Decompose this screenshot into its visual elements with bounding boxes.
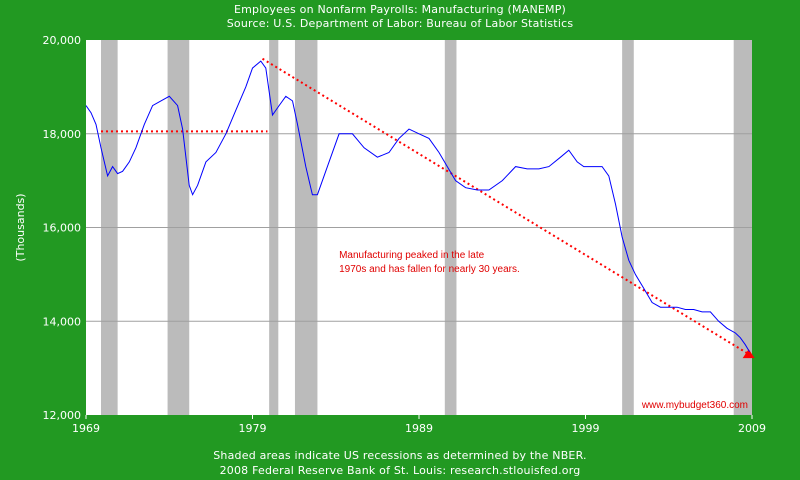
- x-tick-label: 1979: [239, 422, 267, 435]
- watermark: www.mybudget360.com: [641, 400, 748, 411]
- y-tick-label: 14,000: [43, 315, 82, 328]
- chart-title: Employees on Nonfarm Payrolls: Manufactu…: [233, 3, 567, 16]
- trend-lines: [100, 57, 755, 359]
- footer-source: 2008 Federal Reserve Bank of St. Louis: …: [219, 464, 581, 477]
- x-tick-label: 1989: [405, 422, 433, 435]
- x-tick-label: 1969: [72, 422, 100, 435]
- y-axis: 12,000 14,000 16,000 18,000 20,000: [43, 34, 82, 422]
- y-axis-label: (Thousands): [14, 193, 27, 261]
- series-group: [85, 60, 750, 352]
- footer-note: Shaded areas indicate US recessions as d…: [213, 449, 587, 462]
- series-line-manemp: [85, 60, 750, 352]
- arrowhead: [742, 349, 755, 359]
- annotation-text: Manufacturing peaked in the late 1970s a…: [339, 250, 520, 275]
- y-tick-label: 12,000: [43, 409, 82, 422]
- chart-subtitle: Source: U.S. Department of Labor: Bureau…: [226, 17, 574, 30]
- x-tick-label: 2009: [738, 422, 766, 435]
- y-tick-label: 18,000: [43, 128, 82, 141]
- y-tick-label: 20,000: [43, 34, 82, 47]
- x-axis: 1969 1979 1989 1999 2009: [72, 415, 766, 435]
- x-tick-label: 1999: [572, 422, 600, 435]
- y-tick-label: 16,000: [43, 222, 82, 235]
- annotation-line-2: 1970s and has fallen for nearly 30 years…: [339, 264, 520, 275]
- annotation-line-1: Manufacturing peaked in the late: [339, 250, 485, 261]
